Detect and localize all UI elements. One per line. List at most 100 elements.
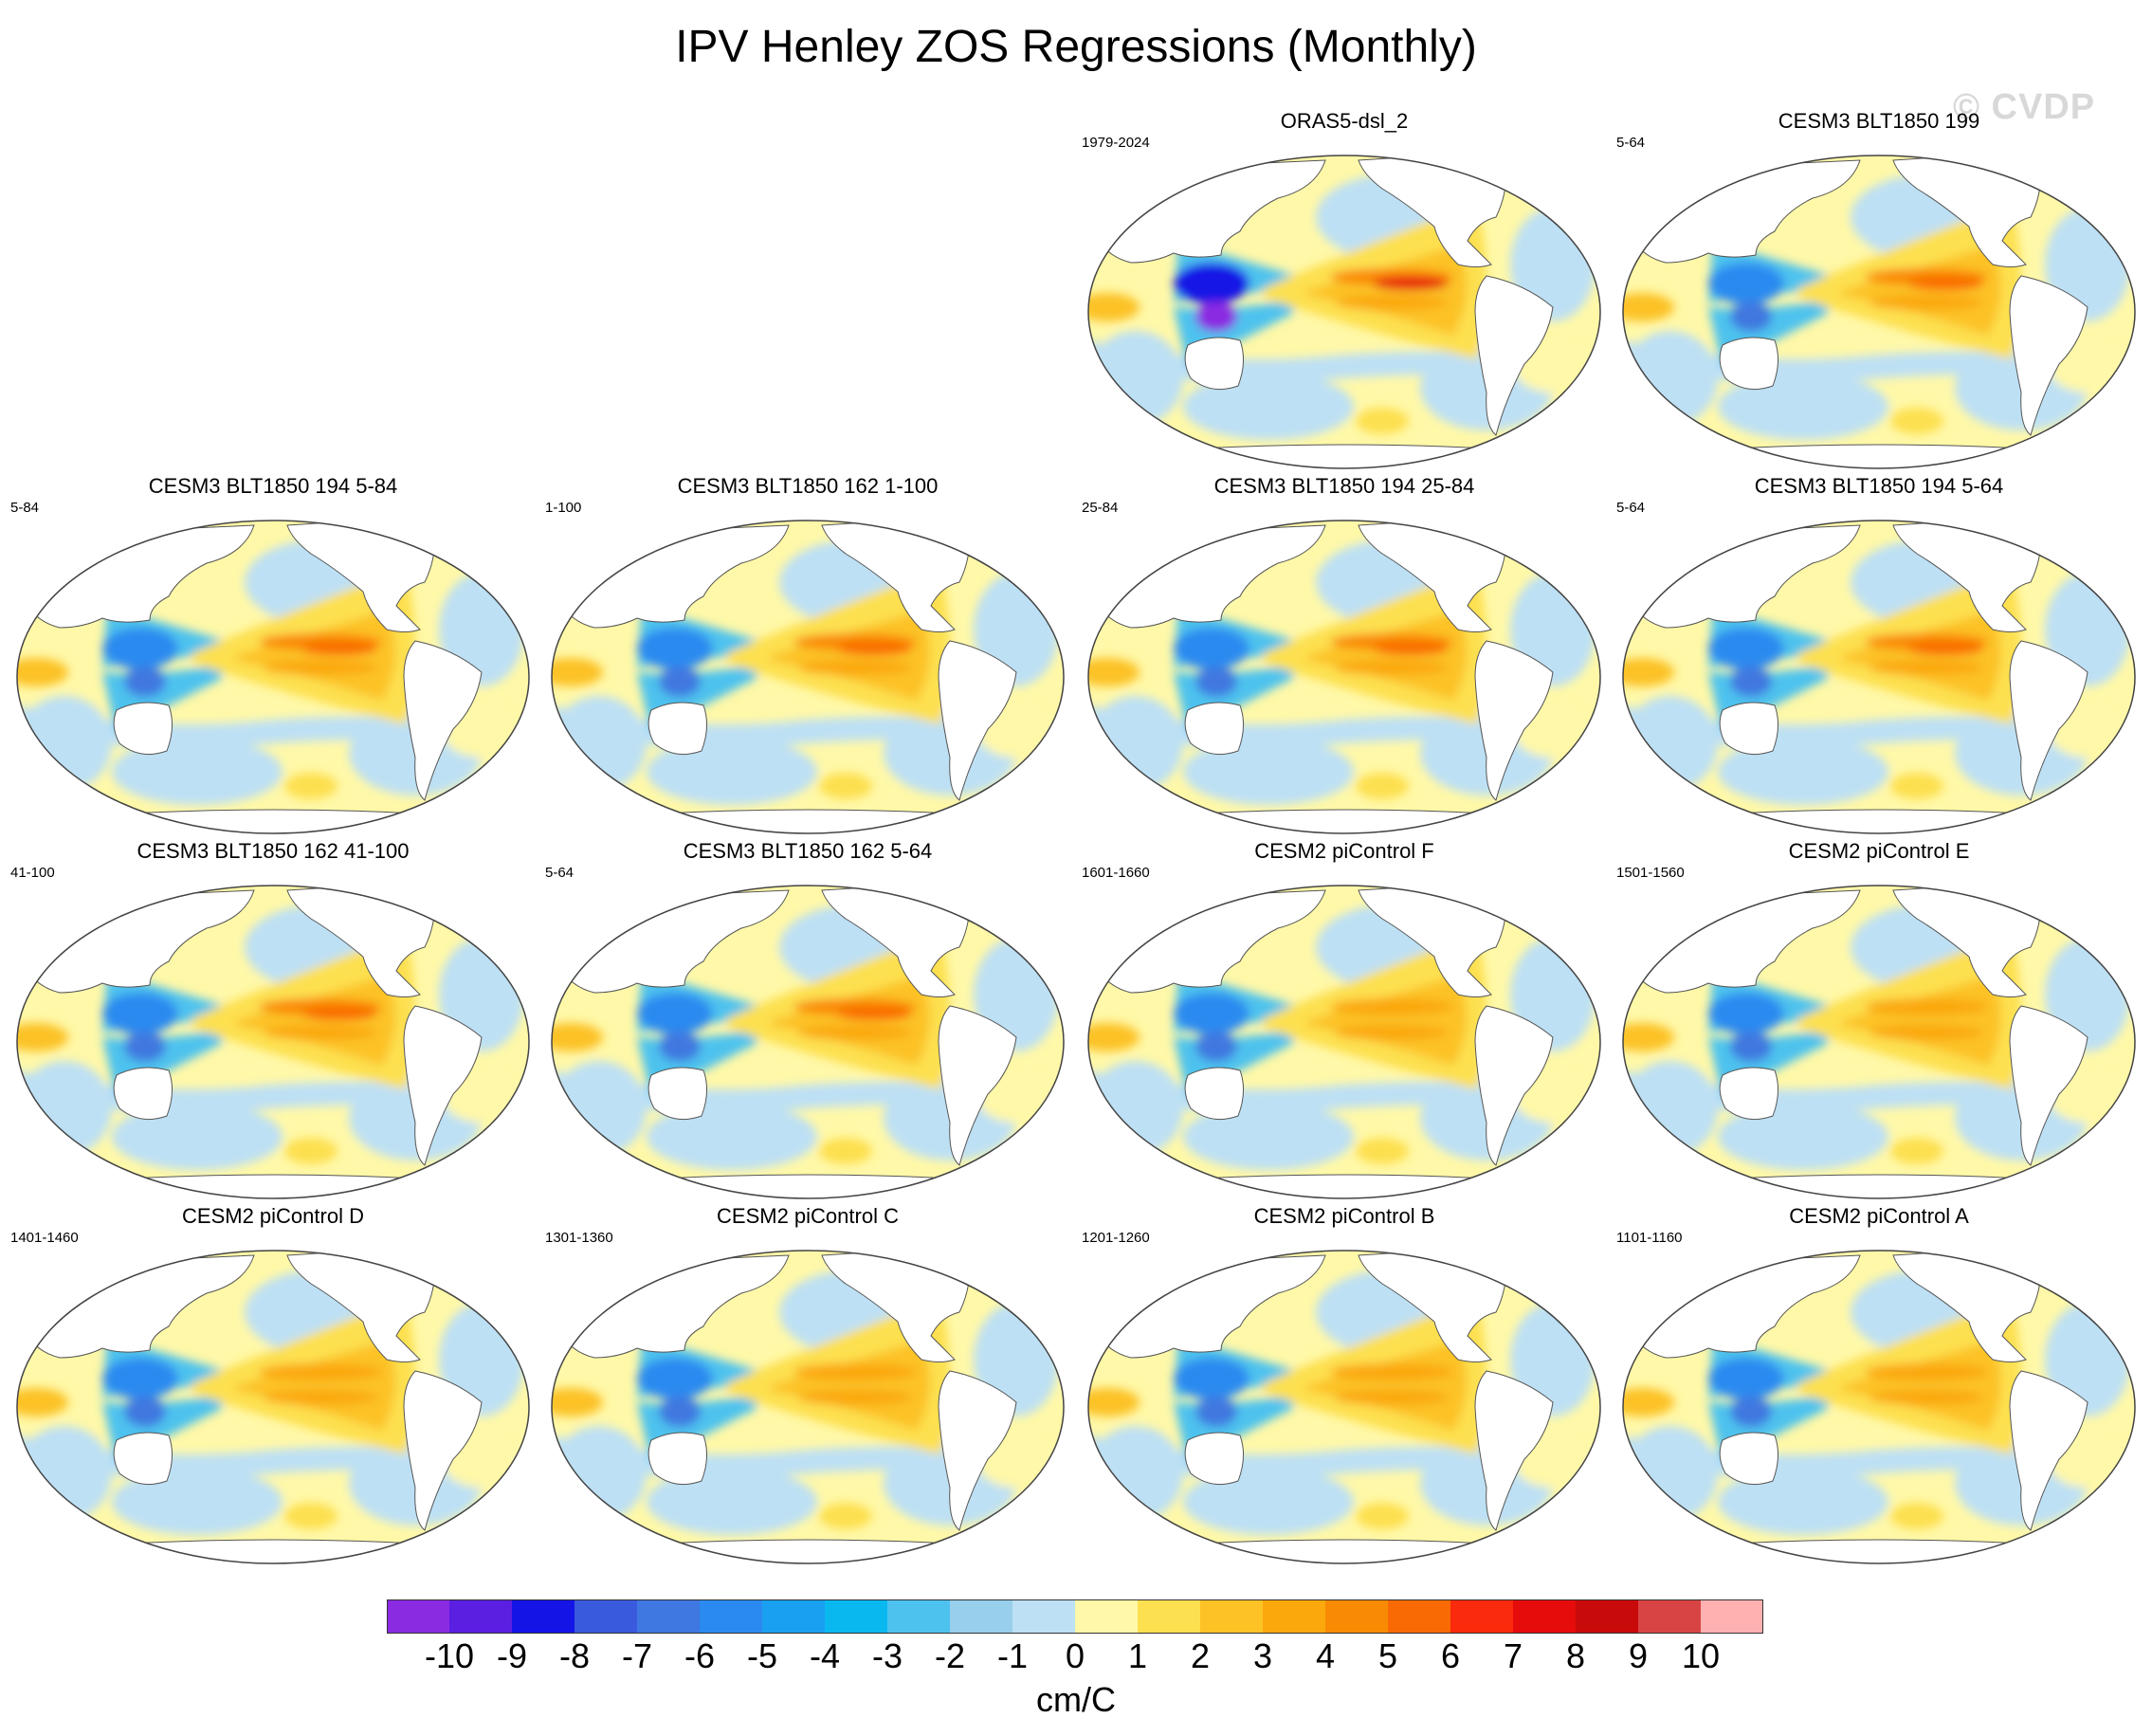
equatorial-positive-core: [836, 1007, 912, 1020]
australia-landmass: [1184, 702, 1244, 756]
colorbar-tick-label: 8: [1565, 1636, 1586, 1675]
atlantic-yellow: [2050, 1075, 2125, 1123]
panel-period: 1201-1260: [1082, 1230, 1150, 1246]
map-panel: CESM3 BLT1850 194 5-84 5-84: [8, 474, 538, 839]
equatorial-positive-north: [793, 1363, 917, 1380]
panel-title: CESM3 BLT1850 194 5-84: [148, 474, 398, 498]
regression-map: [551, 885, 1065, 1199]
indian-ocean-positive: [552, 1388, 603, 1416]
colorbar-swatch: [1638, 1599, 1702, 1634]
panel-title: CESM3 BLT1850 162 5-64: [683, 839, 933, 863]
australia-landmass: [1719, 1067, 1778, 1121]
equatorial-positive-south: [1869, 295, 1983, 310]
australia-landmass: [1719, 1432, 1778, 1486]
colorbar-tick-label: 1: [1127, 1636, 1148, 1675]
north-america-landmass: [1358, 155, 1507, 267]
colorbar-tick-label: -9: [496, 1636, 527, 1675]
east-pacific-positive-inner: [770, 1341, 930, 1431]
south-america-landmass: [938, 640, 1017, 801]
indian-ocean-positive: [1623, 1023, 1674, 1051]
maritime-negative-core: [124, 1032, 166, 1062]
regression-map: [1087, 885, 1601, 1199]
east-pacific-positive-inner: [770, 976, 930, 1066]
south-america-landmass: [2009, 275, 2088, 436]
indian-ocean-positive: [17, 658, 68, 686]
maritime-negative-core: [1730, 1032, 1772, 1062]
map-panel: CESM3 BLT1850 162 5-64 5-64: [542, 839, 1073, 1204]
blue-patch: [647, 739, 817, 805]
australia-landmass: [113, 702, 173, 756]
equatorial-positive-core: [301, 642, 377, 655]
north-america-landmass: [286, 1251, 436, 1362]
map-outline: [551, 520, 1065, 834]
atlantic-yellow: [1515, 710, 1591, 758]
africa-west-edge: [1088, 591, 1090, 668]
regression-map: [1622, 155, 2136, 469]
map-panel: CESM3 BLT1850 162 41-100 41-100: [8, 839, 538, 1204]
panel-title: CESM3 BLT1850 199: [1778, 109, 1980, 133]
atlantic-yellow: [1515, 1440, 1591, 1488]
colorbar-swatch: [1576, 1599, 1639, 1634]
colorbar-tick-label: -8: [558, 1636, 590, 1675]
panel-title: ORAS5-dsl_2: [1280, 109, 1409, 133]
north-america-landmass: [1892, 155, 2042, 267]
indian-ocean-positive: [1088, 293, 1140, 321]
warm-pool-negative-core: [1708, 263, 1784, 304]
southern-positive-blob: [1356, 1503, 1409, 1529]
equatorial-positive-south: [1335, 660, 1449, 675]
maritime-negative-core: [1730, 302, 1772, 332]
atlantic-yellow: [1515, 1075, 1591, 1123]
indian-ocean-positive: [1088, 658, 1140, 686]
southern-positive-blob: [284, 1503, 337, 1529]
indian-ocean-positive: [17, 1388, 68, 1416]
maritime-negative-core: [1730, 667, 1772, 697]
colorbar-swatch: [1701, 1599, 1763, 1634]
blue-patch: [1718, 1104, 1888, 1170]
north-america-landmass: [286, 521, 436, 632]
atlantic-yellow: [978, 710, 1054, 758]
warm-pool-negative-core: [1708, 1358, 1784, 1399]
map-outline: [1087, 885, 1601, 1199]
south-america-landmass: [1474, 275, 1554, 436]
east-pacific-positive-inner: [1306, 611, 1467, 701]
australia-landmass: [647, 1067, 707, 1121]
africa-west-edge: [1623, 591, 1625, 668]
africa-west-edge: [1088, 956, 1090, 1033]
atlantic-yellow: [2050, 710, 2125, 758]
blue-patch: [1718, 1469, 1888, 1535]
indian-ocean-positive: [17, 1023, 68, 1051]
southern-positive-blob: [1890, 1503, 1943, 1529]
north-america-landmass: [1892, 886, 2042, 997]
colorbar-tick-label: -5: [746, 1636, 777, 1675]
warm-pool-negative-core: [102, 628, 178, 669]
equatorial-positive-south: [1869, 1025, 1983, 1040]
panel-title: CESM2 piControl B: [1253, 1204, 1435, 1228]
blue-patch: [1183, 1104, 1354, 1170]
africa-west-edge: [1623, 956, 1625, 1033]
east-pacific-positive-inner: [1841, 1341, 2001, 1431]
australia-landmass: [1719, 702, 1778, 756]
equatorial-positive-south: [798, 1025, 912, 1040]
panel-period: 5-64: [545, 865, 574, 881]
atlantic-yellow: [444, 1440, 520, 1488]
southern-positive-blob: [1890, 408, 1943, 434]
colorbar-tick-label: -1: [996, 1636, 1028, 1675]
panel-title: CESM3 BLT1850 162 1-100: [677, 474, 939, 498]
colorbar-swatch: [449, 1599, 513, 1634]
australia-landmass: [1719, 337, 1778, 391]
map-panel: CESM2 piControl B 1201-1260: [1079, 1204, 1610, 1569]
warm-pool-negative-core: [1708, 628, 1784, 669]
regression-map: [1622, 1250, 2136, 1564]
atlantic-yellow: [978, 1075, 1054, 1123]
africa-west-edge: [17, 591, 19, 668]
colorbar-tick-label: 7: [1503, 1636, 1523, 1675]
blue-patch: [1718, 739, 1888, 805]
panel-title: CESM2 piControl F: [1254, 839, 1434, 863]
africa-west-edge: [17, 956, 19, 1033]
australia-landmass: [647, 1432, 707, 1486]
southern-positive-blob: [819, 1503, 872, 1529]
regression-map: [1087, 520, 1601, 834]
southern-positive-blob: [1356, 773, 1409, 799]
map-outline: [551, 885, 1065, 1199]
map-outline: [1622, 520, 2136, 834]
